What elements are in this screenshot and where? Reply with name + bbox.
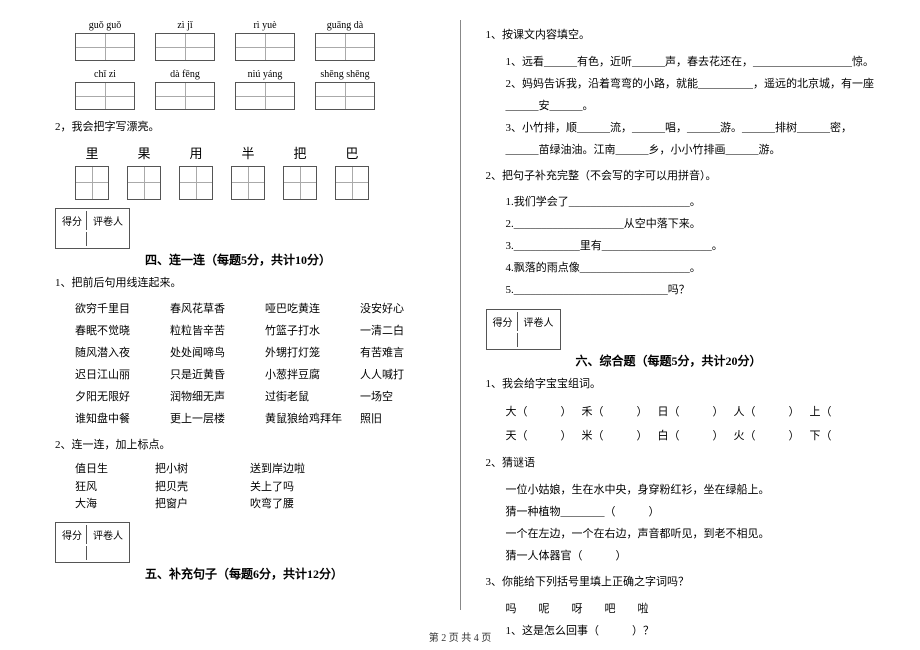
- question-2-label: 2，我会把字写漂亮。: [55, 118, 445, 137]
- char-grid: [235, 33, 295, 61]
- question-label: 1、我会给字宝宝组词。: [486, 375, 876, 394]
- char-grid: [315, 82, 375, 110]
- left-column: guǒ guǒ zì jǐ rì yuè guāng dà chǐ zi dà …: [30, 20, 461, 610]
- char-grid: [315, 33, 375, 61]
- score-box: 得分 评卷人: [486, 309, 561, 350]
- char-label: 果: [127, 143, 161, 162]
- match-row: 大海把窗户吹弯了腰: [75, 496, 445, 514]
- score-box: 得分 评卷人: [55, 208, 130, 249]
- grid-row: [75, 33, 445, 61]
- fill-text: 2.____________________从空中落下来。: [506, 213, 876, 235]
- question-label: 2、连一连，加上标点。: [55, 436, 445, 455]
- section-4-title: 四、连一连（每题5分，共计10分）: [145, 251, 445, 268]
- pinyin-label: rì yuè: [235, 20, 295, 31]
- score-header: 得分: [58, 211, 87, 230]
- char-grid: [75, 166, 109, 200]
- fill-text: 1.我们学会了______________________。: [506, 191, 876, 213]
- char-grid: [235, 82, 295, 110]
- zuci-row: 天（ ） 米（ ） 白（ ） 火（ ） 下（: [506, 424, 876, 448]
- match-row: 迟日江山丽只是近黄昏小葱拌豆腐人人喊打: [75, 364, 445, 386]
- question-label: 1、按课文内容填空。: [486, 26, 876, 45]
- question-label: 1、把前后句用线连起来。: [55, 274, 445, 293]
- score-header: 评卷人: [89, 525, 127, 544]
- pinyin-label: niú yáng: [235, 69, 295, 80]
- options-text: 吗 呢 呀 吧 啦: [506, 598, 876, 620]
- pinyin-label: dà fēng: [155, 69, 215, 80]
- char-grid: [231, 166, 265, 200]
- pinyin-label: guāng dà: [315, 20, 375, 31]
- match-row: 随风潜入夜处处闻啼鸟外甥打灯笼有苦难言: [75, 342, 445, 364]
- pinyin-label: shēng shēng: [315, 69, 375, 80]
- match-row: 春眠不觉晓粒粒皆辛苦竹篮子打水一清二白: [75, 320, 445, 342]
- match-row: 欲穷千里目春风花草香哑巴吃黄连没安好心: [75, 298, 445, 320]
- grid-row: [75, 82, 445, 110]
- section-5-title: 五、补充句子（每题6分，共计12分）: [145, 565, 445, 582]
- char-grid: [155, 33, 215, 61]
- section-6-title: 六、综合题（每题5分，共计20分）: [576, 352, 876, 369]
- fill-text: 5.____________________________吗？: [506, 279, 876, 301]
- riddle-text: 一个在左边，一个在右边，声音都听见，到老不相见。: [506, 523, 876, 545]
- char-grid: [335, 166, 369, 200]
- char-grid: [179, 166, 213, 200]
- char-label-row: 里 果 用 半 把 巴: [75, 143, 445, 162]
- fill-text: 2、妈妈告诉我，沿着弯弯的小路，就能__________，遥远的北京城，有一座_…: [506, 73, 876, 117]
- riddle-text: 一位小姑娘，生在水中央，身穿粉红衫，坐在绿船上。: [506, 479, 876, 501]
- char-label: 把: [283, 143, 317, 162]
- question-label: 2、猜谜语: [486, 454, 876, 473]
- char-grid: [155, 82, 215, 110]
- pinyin-label: chǐ zi: [75, 69, 135, 80]
- char-label: 里: [75, 143, 109, 162]
- score-header: 评卷人: [520, 312, 558, 331]
- char-label: 半: [231, 143, 265, 162]
- match-row: 值日生把小树送到岸边啦: [75, 461, 445, 479]
- fill-text: 3、小竹排，顺______流，______唱，______游。______排树_…: [506, 117, 876, 161]
- riddle-text: 猜一种植物________（ ）: [506, 501, 876, 523]
- zuci-row: 大（ ） 禾（ ） 日（ ） 人（ ） 上（: [506, 400, 876, 424]
- pinyin-row-2: chǐ zi dà fēng niú yáng shēng shēng: [75, 69, 445, 80]
- page-footer: 第 2 页 共 4 页: [0, 629, 920, 644]
- score-header: 评卷人: [89, 211, 127, 230]
- char-grid: [75, 82, 135, 110]
- score-box: 得分 评卷人: [55, 522, 130, 563]
- score-header: 得分: [58, 525, 87, 544]
- pinyin-label: zì jǐ: [155, 20, 215, 31]
- pinyin-row-1: guǒ guǒ zì jǐ rì yuè guāng dà: [75, 20, 445, 31]
- pinyin-label: guǒ guǒ: [75, 20, 135, 31]
- fill-text: 4.飘落的雨点像____________________。: [506, 257, 876, 279]
- char-label: 巴: [335, 143, 369, 162]
- char-grid: [75, 33, 135, 61]
- match-row: 谁知盘中餐更上一层楼黄鼠狼给鸡拜年照旧: [75, 408, 445, 430]
- match-row: 狂风把贝壳关上了吗: [75, 479, 445, 497]
- question-label: 3、你能给下列括号里填上正确之字词吗？: [486, 573, 876, 592]
- riddle-text: 猜一人体器官（ ）: [506, 545, 876, 567]
- char-grid-row: [75, 166, 445, 200]
- char-grid: [283, 166, 317, 200]
- fill-text: 3.____________里有____________________。: [506, 235, 876, 257]
- match-row: 夕阳无限好润物细无声过街老鼠一场空: [75, 386, 445, 408]
- fill-text: 1、远看______有色，近听______声，春去花还在，___________…: [506, 51, 876, 73]
- question-label: 2、把句子补充完整（不会写的字可以用拼音）。: [486, 167, 876, 186]
- right-column: 1、按课文内容填空。 1、远看______有色，近听______声，春去花还在，…: [461, 20, 891, 610]
- char-label: 用: [179, 143, 213, 162]
- char-grid: [127, 166, 161, 200]
- score-header: 得分: [489, 312, 518, 331]
